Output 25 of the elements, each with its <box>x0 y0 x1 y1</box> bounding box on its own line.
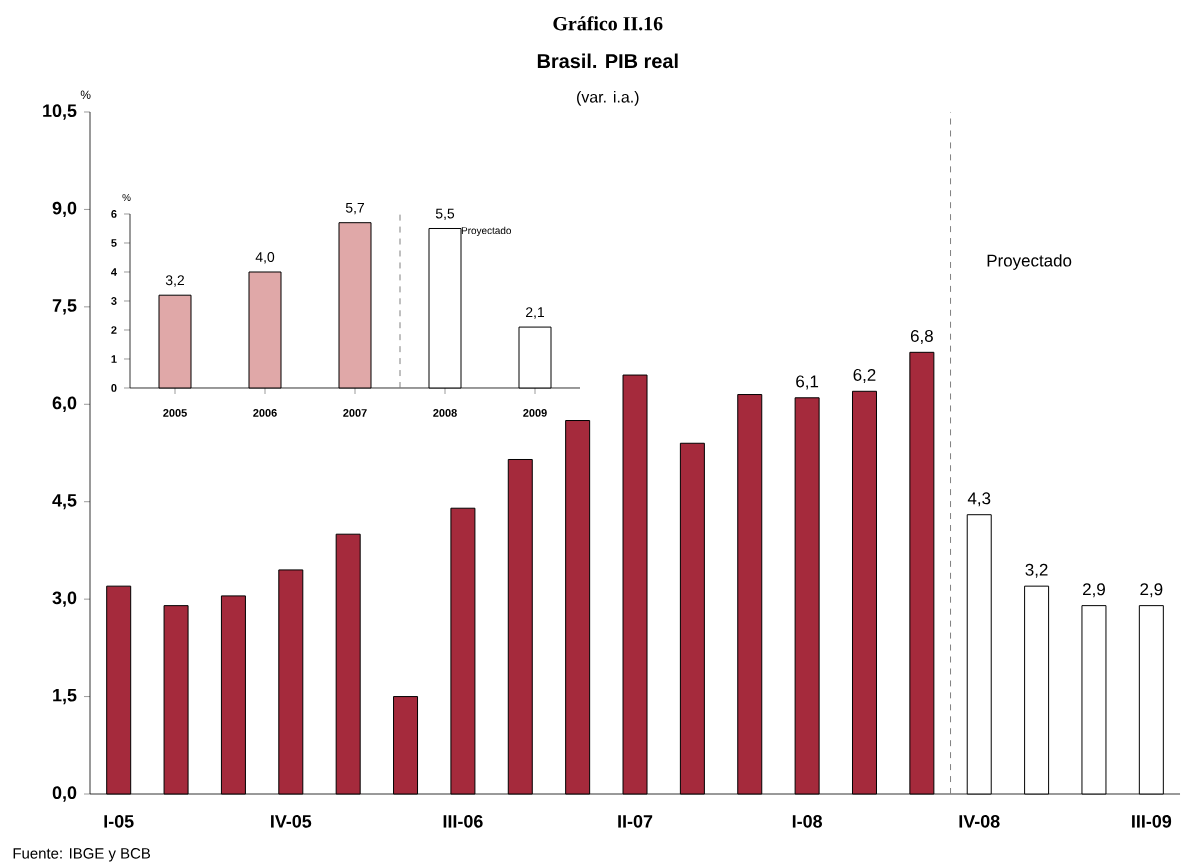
y-tick-label: 0,0 <box>52 786 77 802</box>
y-tick-label: 3,0 <box>52 591 77 607</box>
x-tick-label: IV-08 <box>959 815 1000 828</box>
x-tick-label: I-05 <box>104 815 134 828</box>
data-label: 6,8 <box>910 329 933 344</box>
data-label: 2,9 <box>1140 583 1163 598</box>
data-label: 6,2 <box>853 368 876 383</box>
y-tick-label: 6,0 <box>52 396 77 412</box>
data-label: 6,1 <box>796 375 819 390</box>
chart-title: Gráfico II.16 <box>553 16 663 31</box>
annotation: Proyectado <box>987 254 1072 270</box>
y-tick-label: 7,5 <box>52 299 77 315</box>
data-label: 2,9 <box>1083 583 1105 598</box>
x-tick-label: III-09 <box>1132 815 1172 828</box>
x-tick-label: I-08 <box>792 815 823 828</box>
data-label: 4,3 <box>967 492 991 507</box>
y-tick-label: 10,5 <box>43 104 77 120</box>
x-tick-label: II-07 <box>618 815 653 828</box>
y-tick-label: 4,5 <box>52 494 77 510</box>
x-tick-label: IV-05 <box>271 815 312 828</box>
y-tick-label: 1,5 <box>53 689 77 705</box>
x-tick-label: III-06 <box>443 815 483 828</box>
chart-subtitle: Brasil. PIB real <box>537 53 678 69</box>
y-tick-label: 9,0 <box>52 201 77 218</box>
data-label: 3,2 <box>1025 563 1048 578</box>
